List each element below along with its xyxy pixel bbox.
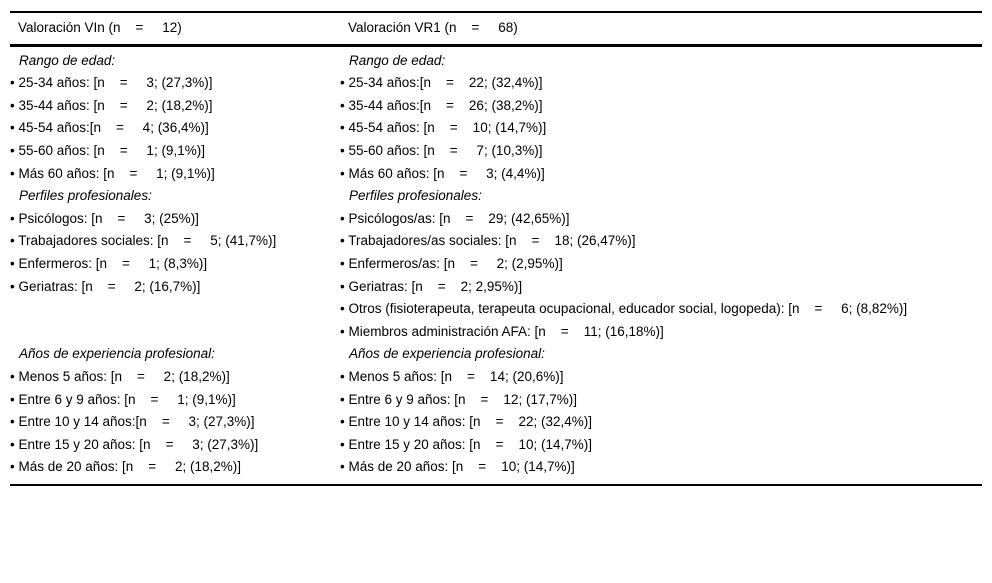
table-row: • Entre 15 y 20 años: [n = 3; (27,3%)] • …: [10, 434, 982, 457]
table-cell-right-15: • Entre 6 y 9 años: [n = 12; (17,7%)]: [340, 391, 577, 407]
column-header-vr1: Valoración VR1 (n = 68): [340, 12, 982, 47]
table-cell-right-10: • Geriatras: [n = 2; 2,95%)]: [340, 278, 523, 294]
table-cell-left-7: • Psicólogos: [n = 3; (25%)]: [10, 210, 199, 226]
table-cell-left-15: • Entre 6 y 9 años: [n = 1; (9,1%)]: [10, 391, 236, 407]
table-header-row: Valoración VIn (n = 12) Valoración VR1 (…: [10, 12, 982, 47]
table-cell-left-9: • Enfermeros: [n = 1; (8,3%)]: [10, 255, 208, 271]
table-row: • 45-54 años:[n = 4; (36,4%)] • 45-54 año…: [10, 117, 982, 140]
table-cell-right-0: Rango de edad:: [349, 52, 446, 68]
table-cell-right-7: • Psicólogos/as: [n = 29; (42,65%)]: [340, 210, 570, 226]
table-cell-right-17: • Entre 15 y 20 años: [n = 10; (14,7%)]: [340, 436, 592, 452]
table-container: Valoración VIn (n = 12) Valoración VR1 (…: [10, 11, 982, 486]
table-row: • Más 60 años: [n = 1; (9,1%)] • Más 60 a…: [10, 163, 982, 186]
table-cell-right-8: • Trabajadores/as sociales: [n = 18; (26…: [340, 233, 636, 249]
table-cell-right-1: • 25-34 años:[n = 22; (32,4%)]: [340, 75, 543, 91]
table-body: Rango de edad: Rango de edad: • 25-34 años…: [10, 45, 982, 485]
table-row: • Otros (fisioterapeuta, terapeuta ocupa…: [10, 298, 982, 321]
table-cell-left-14: • Menos 5 años: [n = 2; (18,2%)]: [10, 368, 230, 384]
table-cell-left-12: [10, 321, 340, 344]
table-cell-left-11: [10, 298, 340, 321]
table-cell-right-14: • Menos 5 años: [n = 14; (20,6%)]: [340, 368, 564, 384]
table-cell-left-4: • 55-60 años: [n = 1; (9,1%)]: [10, 142, 205, 158]
table-cell-left-0: Rango de edad:: [19, 52, 116, 68]
table-row: • Entre 6 y 9 años: [n = 1; (9,1%)] • Ent…: [10, 389, 982, 412]
table-row: • Psicólogos: [n = 3; (25%)] • Psicólogos…: [10, 208, 982, 231]
table-row: • Más de 20 años: [n = 2; (18,2%)] • Más …: [10, 456, 982, 485]
table-cell-right-2: • 35-44 años:[n = 26; (38,2%)]: [340, 97, 543, 113]
table-row: • 35-44 años: [n = 2; (18,2%)] • 35-44 añ…: [10, 95, 982, 118]
table-cell-right-6: Perfiles profesionales:: [349, 188, 482, 204]
table-cell-left-16: • Entre 10 y 14 años:[n = 3; (27,3%)]: [10, 414, 255, 430]
table-cell-left-17: • Entre 15 y 20 años: [n = 3; (27,3%)]: [10, 436, 259, 452]
table-cell-right-12: • Miembros administración AFA: [n = 11; …: [340, 323, 664, 339]
table-row: • Entre 10 y 14 años:[n = 3; (27,3%)] • E…: [10, 411, 982, 434]
table-cell-left-13: Años de experiencia profesional:: [19, 346, 215, 362]
table-row: • Trabajadores sociales: [n = 5; (41,7%)…: [10, 230, 982, 253]
table-row: • Menos 5 años: [n = 2; (18,2%)] • Menos …: [10, 366, 982, 389]
table-cell-left-1: • 25-34 años: [n = 3; (27,3%)]: [10, 75, 213, 91]
column-header-vin: Valoración VIn (n = 12): [10, 12, 340, 47]
table-cell-right-4: • 55-60 años: [n = 7; (10,3%)]: [340, 142, 543, 158]
table-row: • Miembros administración AFA: [n = 11; …: [10, 321, 982, 344]
table-cell-right-3: • 45-54 años: [n = 10; (14,7%)]: [340, 120, 547, 136]
table-cell-left-5: • Más 60 años: [n = 1; (9,1%)]: [10, 165, 215, 181]
table-row: • Enfermeros: [n = 1; (8,3%)] • Enfermero…: [10, 253, 982, 276]
table-cell-left-2: • 35-44 años: [n = 2; (18,2%)]: [10, 97, 213, 113]
table-cell-right-13: Años de experiencia profesional:: [349, 346, 545, 362]
table-cell-left-8: • Trabajadores sociales: [n = 5; (41,7%)…: [10, 233, 277, 249]
table-cell-left-6: Perfiles profesionales:: [19, 188, 152, 204]
table-cell-right-18: • Más de 20 años: [n = 10; (14,7%)]: [340, 459, 575, 475]
table-row: Años de experiencia profesional: Años de …: [10, 343, 982, 366]
sample-characteristics-table: Valoración VIn (n = 12) Valoración VR1 (…: [10, 11, 982, 486]
table-cell-left-10: • Geriatras: [n = 2; (16,7%)]: [10, 278, 201, 294]
table-row: • Geriatras: [n = 2; (16,7%)] • Geriatras…: [10, 276, 982, 299]
table-cell-right-16: • Entre 10 y 14 años: [n = 22; (32,4%)]: [340, 414, 592, 430]
table-row: Perfiles profesionales: Perfiles profesio…: [10, 185, 982, 208]
table-cell-right-5: • Más 60 años: [n = 3; (4,4%)]: [340, 165, 545, 181]
table-cell-left-3: • 45-54 años:[n = 4; (36,4%)]: [10, 120, 209, 136]
table-cell-right-11: • Otros (fisioterapeuta, terapeuta ocupa…: [340, 301, 908, 317]
table-cell-right-9: • Enfermeros/as: [n = 2; (2,95%)]: [340, 255, 563, 271]
table-row: Rango de edad: Rango de edad:: [10, 45, 982, 72]
table-row: • 55-60 años: [n = 1; (9,1%)] • 55-60 año…: [10, 140, 982, 163]
table-row: • 25-34 años: [n = 3; (27,3%)] • 25-34 añ…: [10, 72, 982, 95]
table-cell-left-18: • Más de 20 años: [n = 2; (18,2%)]: [10, 459, 241, 475]
